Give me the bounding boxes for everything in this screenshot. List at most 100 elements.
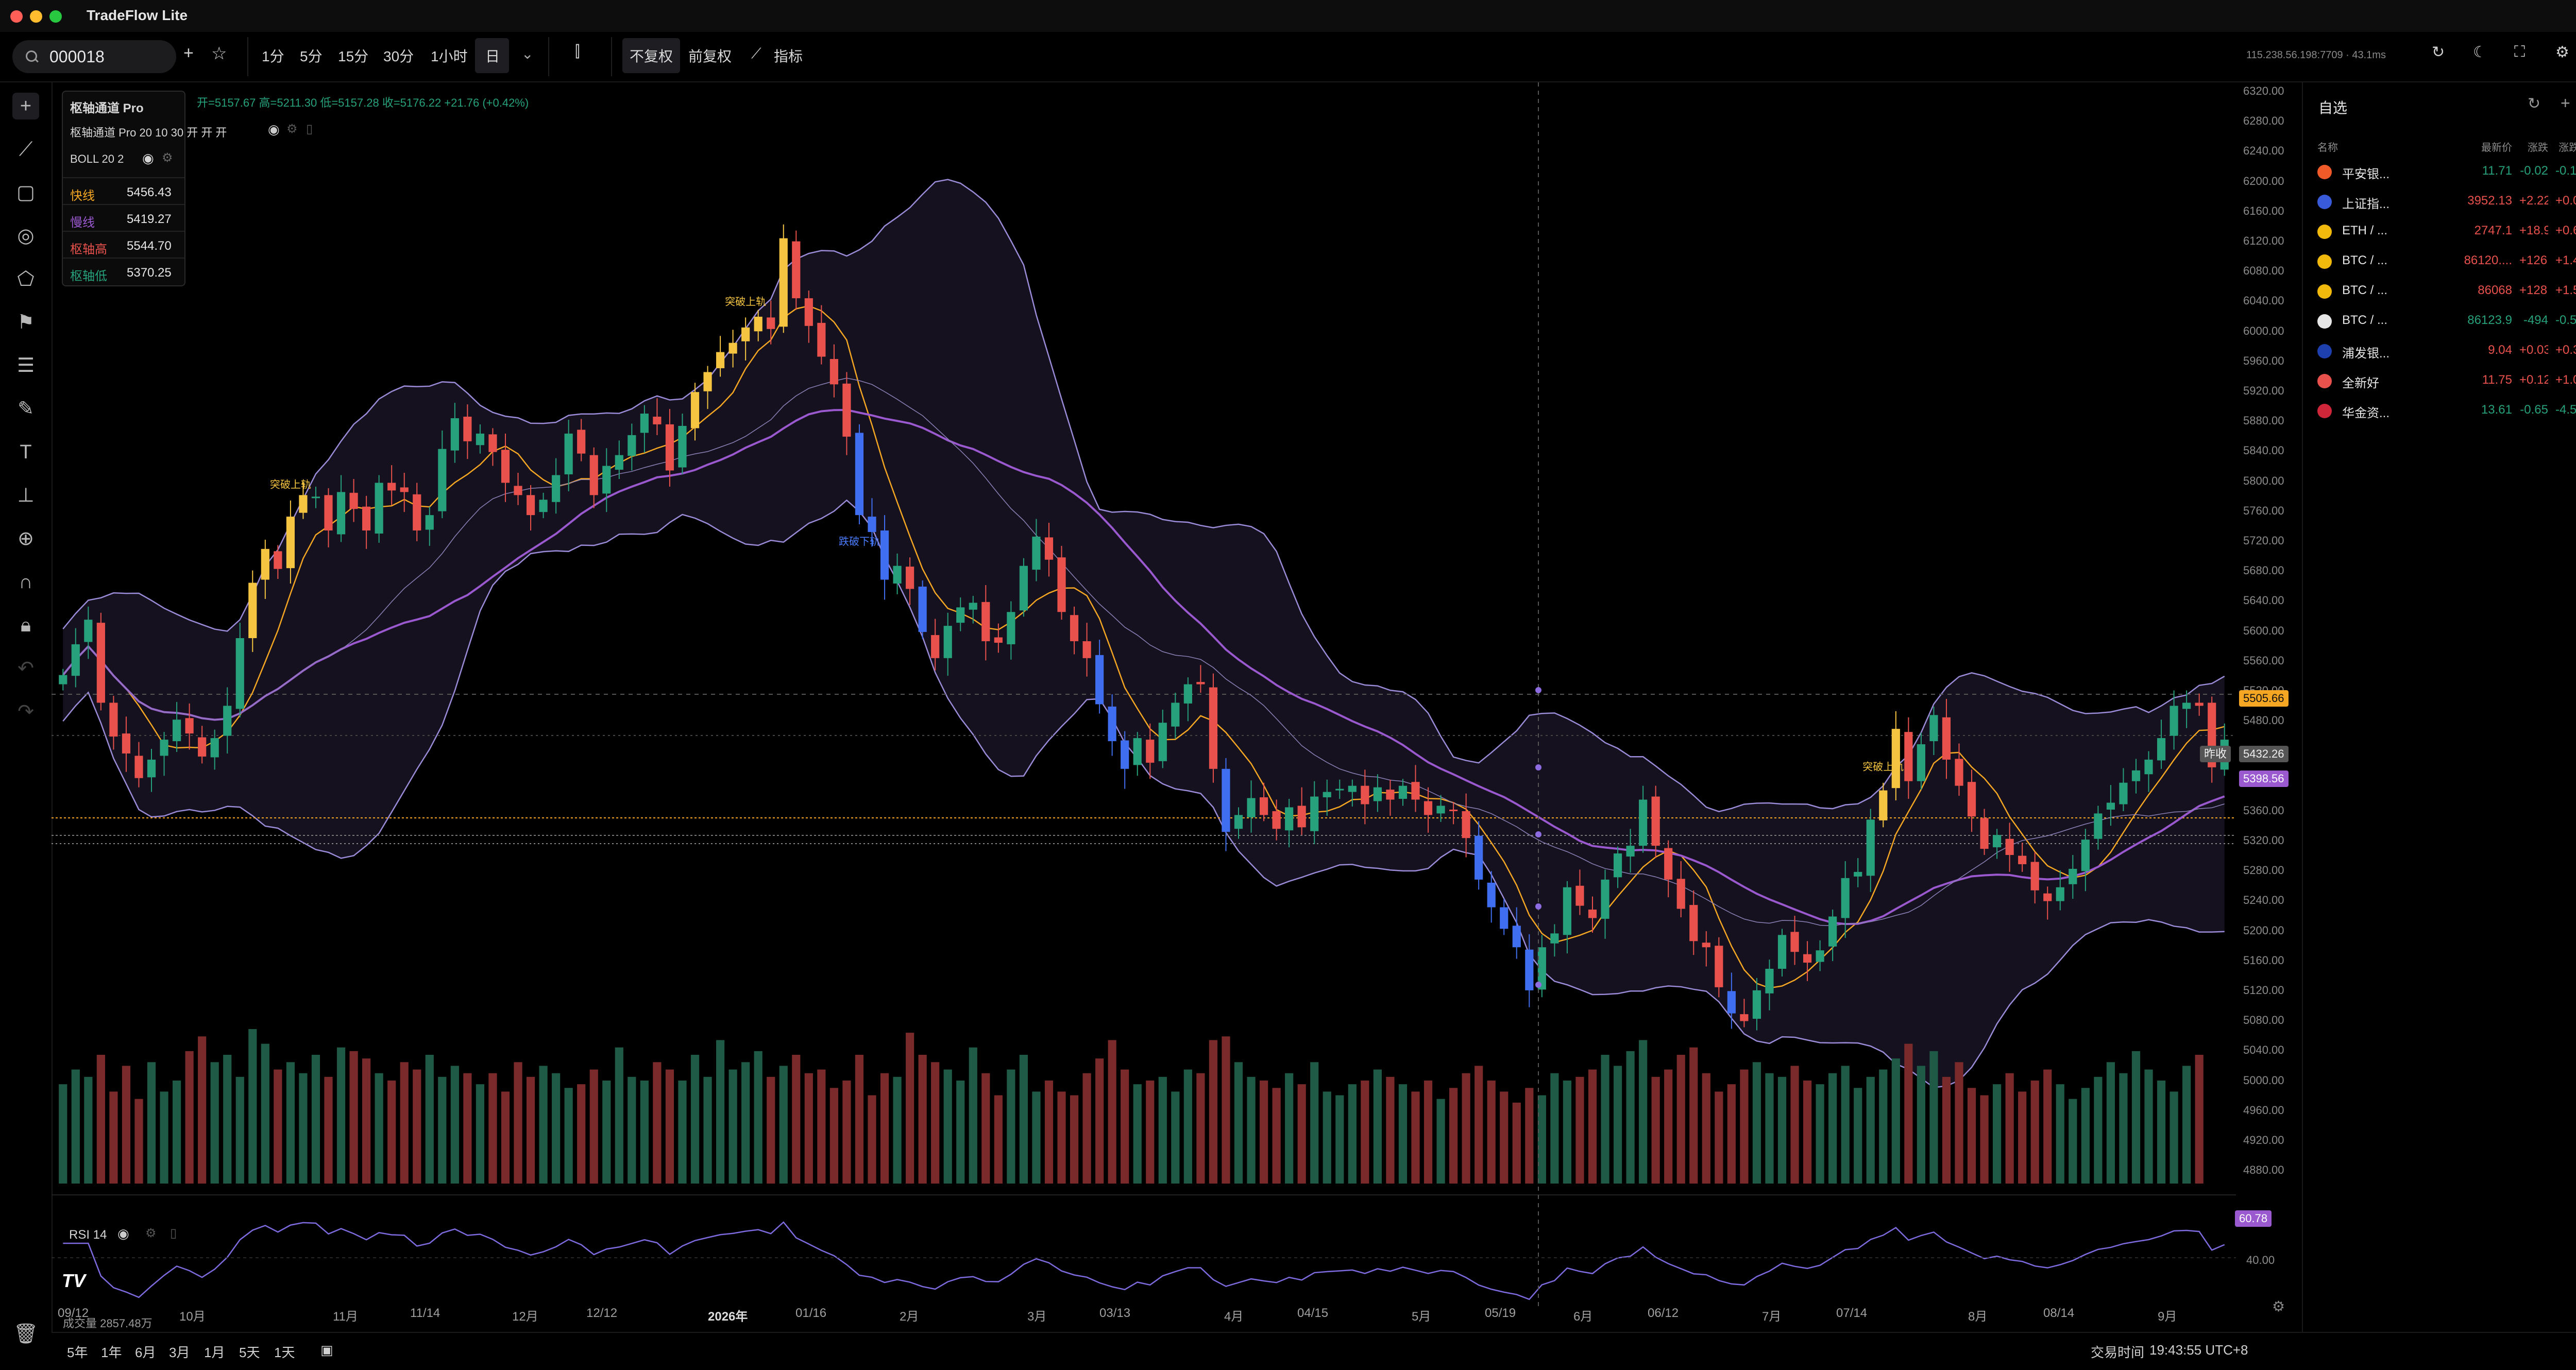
candle-body xyxy=(615,455,623,470)
crosshair-icon[interactable]: + xyxy=(12,93,39,119)
moon-icon[interactable]: ☾ xyxy=(2473,44,2487,61)
symbol-name: 上证指... xyxy=(2342,197,2390,211)
text-icon[interactable]: T xyxy=(20,441,32,463)
candle-body xyxy=(1082,641,1091,658)
adjust-forward[interactable]: 前复权 xyxy=(688,48,732,64)
gear-icon[interactable]: ⚙ xyxy=(145,1226,157,1240)
interval-5m[interactable]: 5分 xyxy=(300,48,323,64)
range-1y[interactable]: 1年 xyxy=(101,1345,122,1360)
candle-body xyxy=(792,241,801,299)
candle-body xyxy=(602,466,611,494)
refresh-icon[interactable]: ↻ xyxy=(2432,44,2445,61)
candle-body xyxy=(375,483,383,534)
circle-icon[interactable]: ◎ xyxy=(17,225,35,247)
x-axis-label: 7月 xyxy=(1762,1310,1782,1324)
volume-bar xyxy=(450,1066,459,1184)
eye-icon[interactable]: ◉ xyxy=(268,122,280,137)
interval-day-selected[interactable] xyxy=(475,38,509,73)
trash-icon[interactable]: ▯ xyxy=(170,1226,177,1240)
settings-icon[interactable]: ⚙ xyxy=(2272,1298,2285,1314)
gear-icon[interactable]: ⚙ xyxy=(162,151,173,165)
refresh-icon[interactable]: ↻ xyxy=(2528,95,2541,112)
fibonacci-icon[interactable]: ☰ xyxy=(16,355,35,376)
plus-icon[interactable]: + xyxy=(2561,94,2570,112)
minimize-window-button[interactable] xyxy=(30,10,42,23)
watchlist-row[interactable]: BTC / ... 86068 +128... +1.5... xyxy=(2303,276,2576,306)
column-header-change[interactable]: 涨跌 xyxy=(2528,142,2548,153)
candles-icon[interactable]: ⫿ xyxy=(575,43,580,60)
volume-bar xyxy=(1348,1084,1357,1184)
close-window-button[interactable] xyxy=(10,10,23,23)
watchlist-row[interactable]: BTC / ... 86123.9 -494 -0.57... xyxy=(2303,306,2576,336)
range-1m[interactable]: 1月 xyxy=(204,1345,225,1360)
watchlist-row[interactable]: BTC / ... 86120.... +126... +1.4... xyxy=(2303,246,2576,276)
undo-icon[interactable]: ↶ xyxy=(18,658,34,679)
column-header-name[interactable]: 名称 xyxy=(2317,142,2338,153)
rectangle-icon[interactable]: ▢ xyxy=(16,182,35,203)
interval-day[interactable]: 日 xyxy=(485,48,500,64)
volume-bar xyxy=(842,1081,851,1184)
trash-icon[interactable]: 🗑︎ xyxy=(13,1323,39,1345)
candle-body xyxy=(2182,703,2191,709)
adjust-none[interactable]: 不复权 xyxy=(630,48,673,64)
x-axis-label: 09/12 xyxy=(58,1306,89,1320)
interval-15m[interactable]: 15分 xyxy=(338,48,369,64)
magnet-icon[interactable]: ∩ xyxy=(19,571,33,593)
zoom-window-button[interactable] xyxy=(49,10,62,23)
column-header-price[interactable]: 最新价 xyxy=(2481,142,2512,153)
candle-body xyxy=(1639,799,1648,846)
range-5d[interactable]: 5天 xyxy=(239,1345,260,1360)
symbol-change: +0.12 xyxy=(2519,373,2548,387)
volume-bar xyxy=(2170,1091,2178,1184)
zoom-in-icon[interactable]: ⊕ xyxy=(18,528,34,550)
trash-icon[interactable]: ▯ xyxy=(306,122,313,136)
watchlist-row[interactable]: 上证指... 3952.13 +2.22 +0.0... xyxy=(2303,186,2576,216)
candle-body xyxy=(1765,969,1774,994)
watchlist-row[interactable]: 华金资... 13.61 -0.65 -4.56... xyxy=(2303,396,2576,425)
trendline-icon[interactable]: ⟋ xyxy=(19,139,33,160)
gear-icon[interactable]: ⚙ xyxy=(2555,44,2569,61)
candle-body xyxy=(956,607,965,623)
chevron-down-icon[interactable]: ⌄ xyxy=(521,46,534,62)
interval-30m[interactable]: 30分 xyxy=(383,48,414,64)
volume-bar xyxy=(628,1076,636,1184)
watchlist-row[interactable]: 平安银... 11.71 -0.02 -0.17... xyxy=(2303,157,2576,186)
redo-icon[interactable]: ↷ xyxy=(18,701,34,723)
range-3m[interactable]: 3月 xyxy=(169,1345,190,1360)
measure-icon[interactable]: ⊥ xyxy=(17,485,35,506)
eye-icon[interactable]: ◉ xyxy=(142,150,154,166)
brush-icon[interactable]: ✎ xyxy=(18,398,34,420)
lock-icon[interactable]: 🔒︎ xyxy=(20,614,31,636)
volume-bar xyxy=(1272,1088,1281,1184)
indicator-chart-icon[interactable]: ⟋ xyxy=(751,45,761,61)
watchlist-row[interactable]: 全新好 11.75 +0.12 +1.0... xyxy=(2303,366,2576,396)
indicators-button[interactable]: 指标 xyxy=(774,48,803,64)
symbol-logo-icon xyxy=(2317,254,2332,269)
calendar-icon[interactable]: ▣ xyxy=(320,1342,333,1358)
watchlist-row[interactable]: 浦发银... 9.04 +0.03 +0.3... xyxy=(2303,336,2576,366)
range-6m[interactable]: 6月 xyxy=(135,1345,156,1360)
column-header-pct[interactable]: 涨跌% xyxy=(2558,142,2576,153)
watchlist-row[interactable]: ETH / ... 2747.1 +18.92 +0.6... xyxy=(2303,216,2576,246)
interval-1m[interactable]: 1分 xyxy=(262,48,284,64)
eye-icon[interactable]: ◉ xyxy=(117,1226,129,1241)
adjust-none-selected[interactable] xyxy=(622,38,680,73)
flag-icon[interactable]: ⚑ xyxy=(16,312,35,333)
candle-body xyxy=(1323,792,1331,798)
volume-bar xyxy=(223,1055,232,1184)
shape-icon[interactable]: ⬠ xyxy=(17,268,35,290)
plus-icon[interactable]: + xyxy=(183,43,194,63)
volume-bar xyxy=(1929,1051,1938,1184)
fullscreen-icon[interactable]: ⛶ xyxy=(2514,43,2525,60)
symbol-search-input[interactable]: 000018 xyxy=(12,40,176,73)
price-scale[interactable]: 6320.00 6280.00 6240.00 6200.00 6160.00 6120.… xyxy=(2236,82,2298,1267)
gear-icon[interactable]: ⚙ xyxy=(286,122,298,136)
range-5y[interactable]: 5年 xyxy=(67,1345,88,1360)
candle-body xyxy=(1816,950,1824,962)
range-1d[interactable]: 1天 xyxy=(274,1345,295,1360)
star-icon[interactable]: ☆ xyxy=(211,44,227,63)
interval-1h[interactable]: 1小时 xyxy=(431,48,468,64)
volume-bar xyxy=(349,1051,358,1184)
candle-body xyxy=(59,675,67,684)
